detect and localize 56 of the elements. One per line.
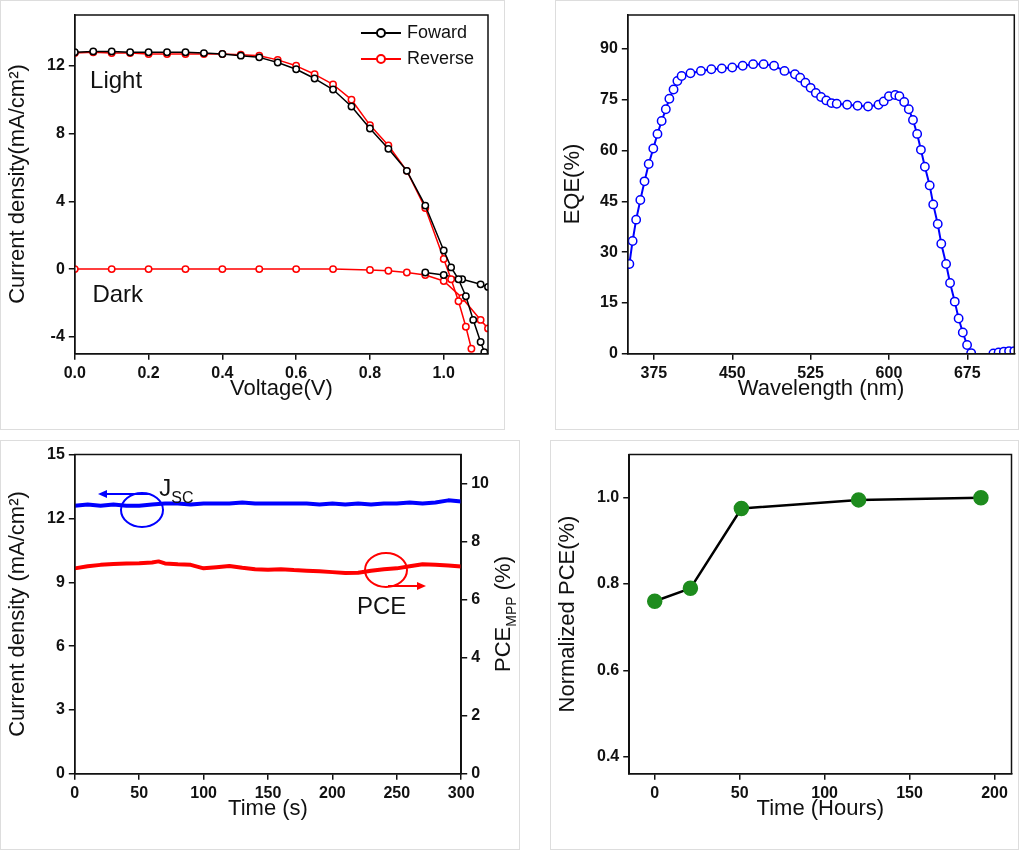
y-tick-label: 0: [55, 259, 65, 277]
x-tick-label: 100: [190, 783, 218, 801]
y-tick-label: 15: [600, 293, 618, 311]
y-tick-label: 8: [55, 123, 65, 141]
x-tick-label: 0.0: [63, 363, 87, 381]
x-tick-label: 0.4: [211, 363, 234, 381]
y-tick-label: 0.6: [596, 660, 620, 678]
y-tick-label: 75: [600, 90, 618, 108]
y-tick-label: 0: [608, 344, 618, 362]
x-tick-label: 0: [70, 783, 80, 801]
legend-label: Foward: [406, 21, 468, 42]
x-tick-label: 525: [797, 363, 825, 381]
x-tick-label: 0.8: [358, 363, 382, 381]
y-tick-label: 45: [600, 191, 618, 209]
y-axis-title: Current density (mA/cm²): [4, 491, 29, 738]
y-tick-label: -4: [50, 327, 65, 345]
y-tick-label: 12: [47, 508, 65, 526]
y-tick-label: 30: [600, 242, 618, 260]
annotation: Dark: [92, 279, 145, 307]
x-tick-label: 200: [981, 783, 1008, 801]
x-tick-label: 675: [953, 363, 981, 381]
y-tick-label: 12: [47, 56, 65, 74]
x-tick-label: 0: [650, 783, 660, 801]
x-tick-label: 50: [130, 783, 149, 801]
x-tick-label: 0.6: [285, 363, 308, 381]
x-tick-label: 50: [730, 783, 749, 801]
x-tick-label: 1.0: [432, 363, 455, 381]
x-tick-label: 300: [447, 783, 475, 801]
y-tick-label: 60: [600, 140, 618, 158]
y-tick-label: 0.4: [596, 746, 620, 764]
x-tick-label: 150: [896, 783, 924, 801]
y-axis-title: Normalized PCE(%): [554, 515, 579, 713]
annotation: PCE: [356, 592, 407, 620]
y-tick-label: 0.8: [596, 574, 620, 592]
y-axis-title: EQE(%): [559, 144, 584, 225]
y-tick-label: 4: [55, 191, 65, 209]
y-axis-title: Current density(mA/cm²): [4, 64, 29, 305]
legend-label: Reverse: [406, 47, 475, 68]
y2-tick-label: 0: [471, 764, 481, 782]
y-tick-label: 90: [600, 39, 618, 57]
x-tick-label: 375: [640, 363, 668, 381]
y-tick-label: 3: [55, 700, 65, 718]
y2-tick-label: 8: [471, 532, 481, 550]
y2-tick-label: 2: [471, 706, 481, 724]
y-tick-label: 1.0: [596, 488, 620, 506]
y2-tick-label: 10: [471, 474, 490, 492]
x-tick-label: 200: [319, 783, 346, 801]
annotation: Light: [90, 66, 143, 94]
y-tick-label: 0: [55, 764, 65, 782]
x-tick-label: 0.2: [137, 363, 160, 381]
y-tick-label: 6: [55, 636, 65, 654]
y-tick-label: 15: [47, 445, 65, 463]
y2-tick-label: 6: [471, 590, 481, 608]
y2-tick-label: 4: [471, 648, 481, 666]
y-tick-label: 9: [55, 572, 65, 590]
x-tick-label: 250: [383, 783, 411, 801]
